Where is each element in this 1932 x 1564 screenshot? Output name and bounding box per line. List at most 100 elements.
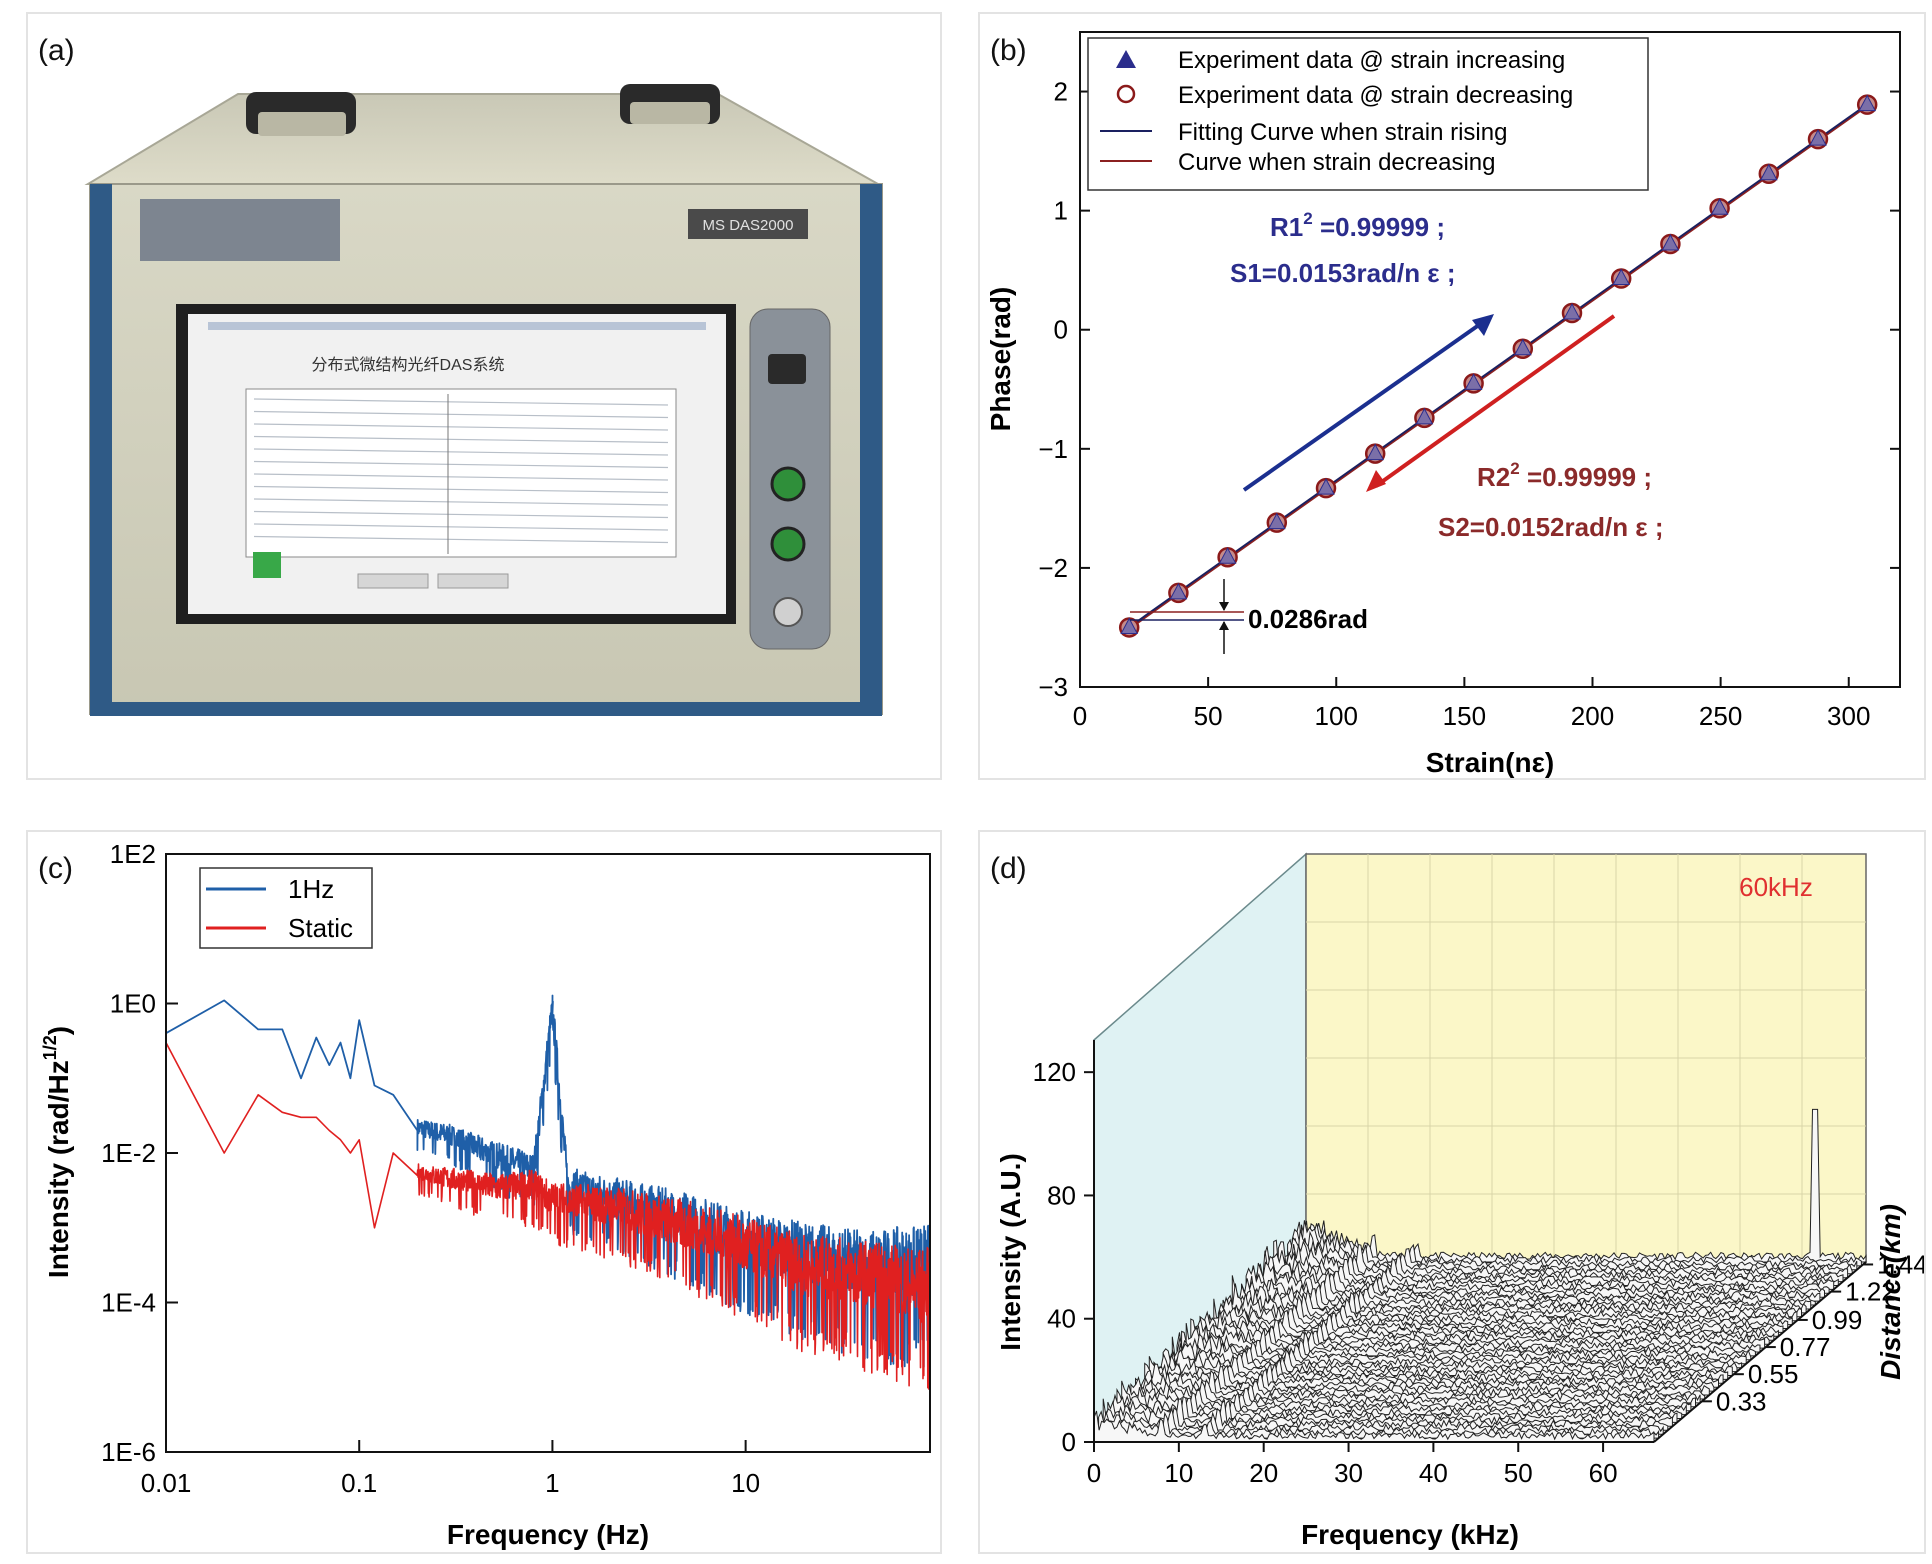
point-increasing xyxy=(1464,373,1483,390)
axis-ticks-c: 0.01 0.1 1 10 1E-6 1E-4 1E-2 1E0 1E2 xyxy=(101,839,760,1498)
screen-trace-line xyxy=(253,435,669,444)
device-top xyxy=(84,93,882,185)
x-tick-label-c: 10 xyxy=(731,1468,760,1498)
panel-label-b: (b) xyxy=(990,34,1027,67)
y-tick-label-b: 0 xyxy=(1054,315,1068,345)
legend-b: Experiment data @ strain increasing Expe… xyxy=(1087,37,1649,191)
legend-box-c xyxy=(199,867,373,949)
x-tick-label-b: 250 xyxy=(1699,701,1742,731)
z-tick-label-d: 0.77 xyxy=(1780,1332,1831,1362)
offset-arrow-top-head xyxy=(1219,602,1229,611)
power-button-icon xyxy=(773,597,803,627)
legend-label-fit-rise: Fitting Curve when strain rising xyxy=(1178,119,1507,146)
legend-label-static: Static xyxy=(288,913,353,943)
z-axis-line-d xyxy=(1653,1261,1867,1443)
screen-trace-line xyxy=(253,485,669,494)
device-label-block xyxy=(140,199,340,261)
handle-left-icon xyxy=(246,92,356,136)
y-tick-label-b: 1 xyxy=(1054,196,1068,226)
y-tick-label-c: 1E0 xyxy=(110,989,156,1019)
x-tick-label-b: 50 xyxy=(1194,701,1223,731)
chart-b: 0 50 100 150 200 250 300 −3 −2 −1 0 1 2 Experiment d… xyxy=(985,31,1901,778)
x-tick-label-c: 0.01 xyxy=(141,1468,192,1498)
device-frame-bottom xyxy=(90,702,882,716)
plot-frame-b xyxy=(1079,31,1901,688)
panel-label-d: (d) xyxy=(990,852,1027,885)
y-tick-label-b: −1 xyxy=(1038,434,1068,464)
distance-trace xyxy=(1116,1387,1678,1423)
arrow-increasing xyxy=(1242,318,1488,492)
x-tick-label-b: 0 xyxy=(1073,701,1087,731)
arrow-decreasing-head xyxy=(1366,470,1386,492)
panel-c: (c) 0.01 0.1 1 10 1E-6 1E-4 1E-2 1E0 1E2 1Hz Sta… xyxy=(26,830,942,1554)
arrow-increasing-head xyxy=(1472,314,1494,336)
y-axis-label-b: Phase(rad) xyxy=(985,287,1016,432)
point-increasing xyxy=(1366,443,1385,461)
point-increasing xyxy=(1120,617,1139,634)
fiber-port-2-icon xyxy=(770,526,806,562)
x-tick-label-b: 300 xyxy=(1827,701,1870,731)
point-increasing xyxy=(1759,163,1778,181)
data-points-b xyxy=(1118,94,1878,638)
screen-chart-lines xyxy=(253,394,669,554)
point-increasing xyxy=(1317,478,1335,495)
handle-right-icon xyxy=(620,84,720,124)
point-increasing xyxy=(1218,547,1237,564)
y-tick-label-d: 40 xyxy=(1047,1304,1076,1334)
device-photo: MS DAS2000 分布式微结构光纤DAS系统 xyxy=(84,84,883,716)
screen-button-1 xyxy=(357,573,429,589)
y-tick-label-d: 0 xyxy=(1062,1427,1076,1457)
annotation-r2: R22 =0.99999 ; xyxy=(1477,459,1652,492)
point-increasing xyxy=(1513,338,1532,356)
legend-marker-triangle xyxy=(1116,50,1136,68)
screen-trace-line xyxy=(253,473,669,481)
panel-a: (a) MS xyxy=(26,12,942,780)
x-tick-label-b: 200 xyxy=(1571,701,1614,731)
model-badge xyxy=(688,209,808,239)
point-increasing xyxy=(1169,582,1188,600)
point-increasing xyxy=(1809,129,1827,146)
x-tick-label-d: 50 xyxy=(1504,1458,1533,1488)
y-tick-label-c: 1E-6 xyxy=(101,1437,156,1467)
z-tick-label-d: 1.22 xyxy=(1845,1277,1896,1307)
screen-trace-line xyxy=(253,448,669,456)
x-tick-label-d: 30 xyxy=(1334,1458,1363,1488)
x-tick-label-d: 20 xyxy=(1249,1458,1278,1488)
legend-label-1hz: 1Hz xyxy=(288,874,334,904)
z-tick-label-d: 0.55 xyxy=(1748,1359,1799,1389)
panel-label-c: (c) xyxy=(38,852,73,885)
point-increasing xyxy=(1612,268,1631,286)
annotation-offset: 0.0286rad xyxy=(1248,604,1368,634)
axis-ticks-b: 0 50 100 150 200 250 300 −3 −2 −1 0 1 2 xyxy=(1038,77,1900,731)
distance-trace xyxy=(1222,1299,1784,1333)
legend-box-b xyxy=(1087,37,1649,191)
screen-trace-line xyxy=(253,510,669,519)
legend-label-fit-dec: Curve when strain decreasing xyxy=(1178,149,1496,176)
point-increasing xyxy=(1858,94,1877,112)
x-axis-label-c: Frequency (Hz) xyxy=(447,1519,649,1550)
y-tick-label-c: 1E-4 xyxy=(101,1288,156,1318)
screen-trace-line xyxy=(253,423,669,431)
y-tick-label-c: 1E-2 xyxy=(101,1138,156,1168)
point-increasing xyxy=(1415,407,1434,425)
screen-trace-line xyxy=(253,498,669,506)
distance-trace xyxy=(1098,1410,1660,1439)
x-tick-label-c: 0.1 xyxy=(341,1468,377,1498)
y-axis-label-d: Intensity (A.U.) xyxy=(995,1153,1026,1351)
screen-trace-line xyxy=(253,523,669,531)
z-tick-label-d: 0.33 xyxy=(1716,1386,1767,1416)
distance-trace xyxy=(1107,1400,1669,1431)
panel-d: (d) 0 10 20 30 40 50 60 0 40 80 120 0.33 0.55 0.77 0.9… xyxy=(978,830,1926,1554)
point-increasing xyxy=(1563,302,1581,320)
series-group-c xyxy=(166,994,930,1390)
z-axis-label-d: Distance(km) xyxy=(1875,1204,1906,1380)
screen-trace-line xyxy=(253,398,669,406)
usb-port-icon xyxy=(768,354,806,384)
y-tick-label-c: 1E2 xyxy=(110,839,156,869)
y-tick-label-b: −3 xyxy=(1038,672,1068,702)
y-tick-label-d: 120 xyxy=(1033,1057,1076,1087)
device-frame-right xyxy=(860,184,882,714)
panel-label-a: (a) xyxy=(38,34,75,67)
legend-label-decreasing: Experiment data @ strain decreasing xyxy=(1178,82,1573,109)
